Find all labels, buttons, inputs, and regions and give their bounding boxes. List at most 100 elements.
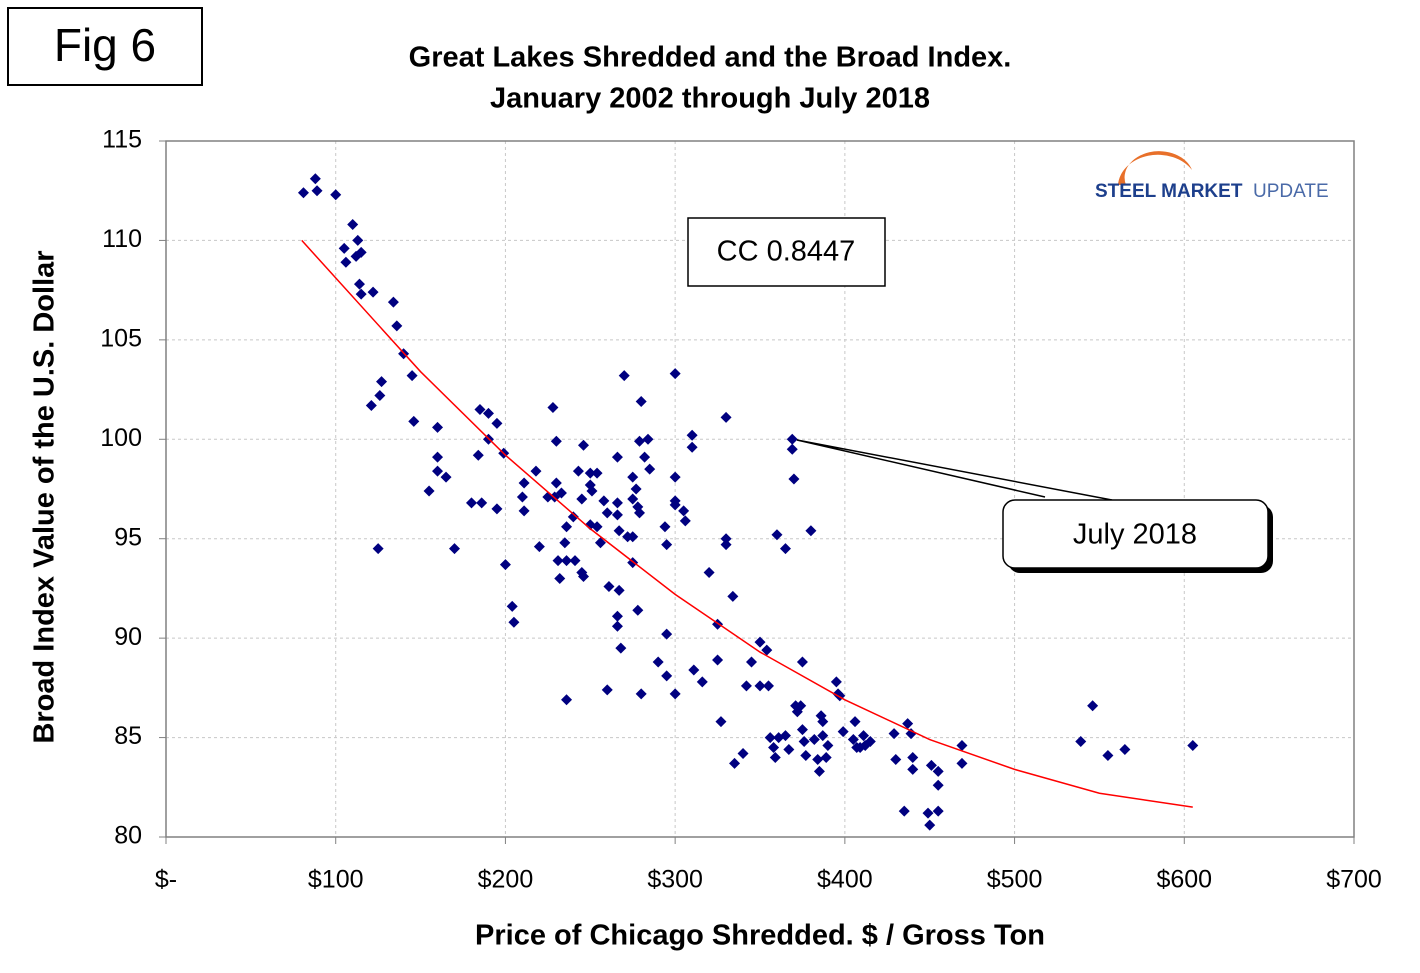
data-point — [720, 533, 732, 545]
data-point — [577, 439, 589, 451]
data-point — [584, 467, 596, 479]
trend-line — [301, 239, 1193, 808]
data-point — [696, 676, 708, 688]
data-point — [820, 751, 832, 763]
x-tick-label: $500 — [987, 866, 1043, 894]
data-point — [555, 487, 567, 499]
data-point — [376, 376, 388, 388]
data-point — [550, 435, 562, 447]
data-point — [311, 185, 323, 197]
logo: STEEL MARKET UPDATE — [1095, 151, 1329, 202]
data-point — [635, 688, 647, 700]
data-point — [632, 604, 644, 616]
data-point — [572, 465, 584, 477]
data-point — [533, 541, 545, 553]
y-tick-label: 95 — [114, 523, 142, 551]
x-tick-label: $600 — [1156, 866, 1212, 894]
data-point — [849, 716, 861, 728]
data-point — [1119, 744, 1131, 756]
data-point — [771, 529, 783, 541]
data-point — [644, 463, 656, 475]
logo-text: UPDATE — [1253, 181, 1329, 202]
data-point — [561, 694, 573, 706]
data-point — [491, 503, 503, 515]
data-point — [347, 219, 359, 231]
data-point — [576, 567, 588, 579]
data-point — [499, 559, 511, 571]
data-point — [703, 567, 715, 579]
data-point — [472, 449, 484, 461]
data-point — [907, 751, 919, 763]
y-tick-label: 105 — [100, 324, 142, 352]
data-point — [601, 684, 613, 696]
data-point — [956, 757, 968, 769]
data-point — [686, 441, 698, 453]
figure-label: Fig 6 — [54, 19, 156, 71]
data-point — [601, 507, 613, 519]
y-tick-label: 85 — [114, 722, 142, 750]
y-tick-label: 115 — [102, 126, 142, 154]
data-point — [591, 467, 603, 479]
data-point — [661, 539, 673, 551]
data-point — [669, 368, 681, 380]
data-point — [786, 443, 798, 455]
data-point — [922, 807, 934, 819]
data-point — [817, 730, 829, 742]
data-point — [740, 680, 752, 692]
data-point — [598, 495, 610, 507]
data-point — [813, 765, 825, 777]
data-point — [898, 805, 910, 817]
data-point — [932, 779, 944, 791]
data-point — [669, 499, 681, 511]
data-point — [372, 543, 384, 555]
data-point — [618, 370, 630, 382]
data-point — [956, 740, 968, 752]
data-point — [547, 401, 559, 413]
data-point — [925, 759, 937, 771]
data-point — [795, 700, 807, 712]
data-point — [786, 433, 798, 445]
data-point — [634, 435, 646, 447]
data-point — [367, 286, 379, 298]
data-point — [508, 616, 520, 628]
data-point — [932, 805, 944, 817]
data-point — [309, 173, 321, 185]
data-point — [576, 493, 588, 505]
data-point — [669, 688, 681, 700]
data-point — [559, 537, 571, 549]
data-point — [754, 680, 766, 692]
chart-title: Great Lakes Shredded and the Broad Index… — [409, 42, 1012, 74]
data-point — [530, 465, 542, 477]
data-point — [688, 664, 700, 676]
x-tick-label: $200 — [478, 866, 534, 894]
data-point — [561, 521, 573, 533]
data-point — [506, 600, 518, 612]
data-point — [550, 477, 562, 489]
data-point — [727, 590, 739, 602]
x-tick-label: $100 — [308, 866, 364, 894]
data-point — [800, 749, 812, 761]
data-point — [630, 483, 642, 495]
data-point — [679, 515, 691, 527]
data-point — [406, 370, 418, 382]
data-point — [330, 189, 342, 201]
data-point — [591, 521, 603, 533]
data-point — [408, 415, 420, 427]
data-point — [712, 654, 724, 666]
y-tick-label: 100 — [100, 424, 142, 452]
data-point — [805, 525, 817, 537]
data-point — [822, 740, 834, 752]
data-point — [837, 726, 849, 738]
data-point — [746, 656, 758, 668]
data-point — [858, 730, 870, 742]
y-tick-label: 110 — [102, 225, 142, 253]
x-axis-title: Price of Chicago Shredded. $ / Gross Ton — [475, 920, 1045, 952]
data-point — [440, 471, 452, 483]
logo-swoosh — [1118, 151, 1192, 185]
data-point — [352, 234, 364, 246]
data-point — [365, 399, 377, 411]
data-point — [603, 580, 615, 592]
data-point — [902, 718, 914, 730]
